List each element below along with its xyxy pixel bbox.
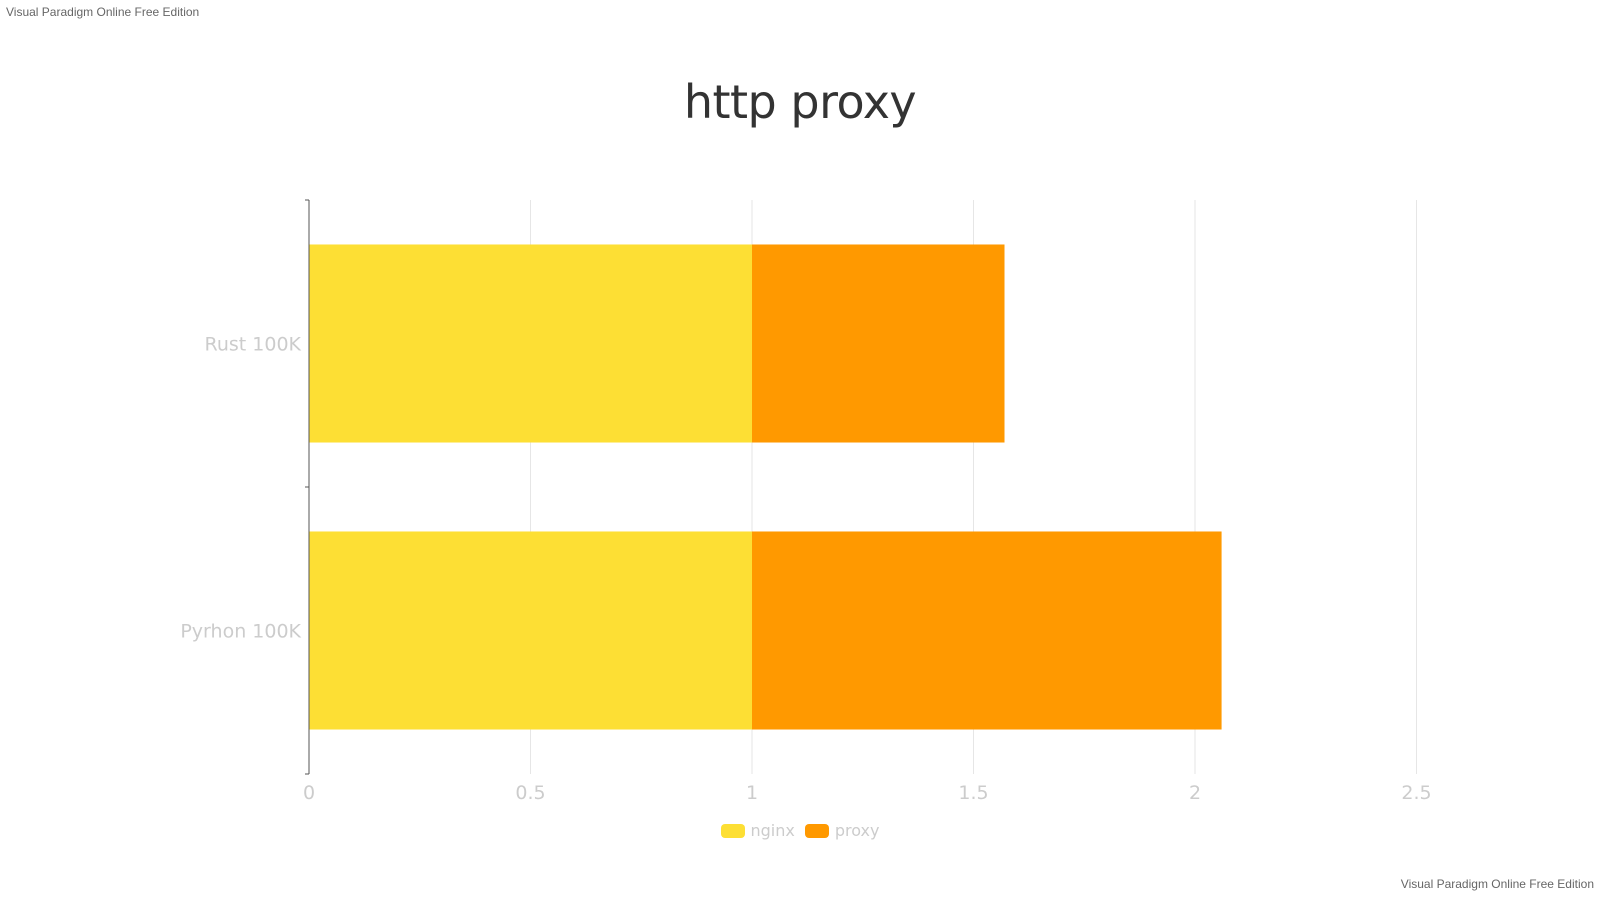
x-tick-label: 1 [746,782,758,804]
legend-swatch-nginx [720,823,745,838]
bar-proxy [752,531,1222,730]
x-tick-label: 0.5 [515,782,545,804]
legend-label-proxy: proxy [834,821,880,840]
legend-item-nginx[interactable]: nginx [720,821,795,840]
x-tick-label: 2.5 [1401,782,1431,804]
bar-nginx [309,244,752,443]
legend-swatch-proxy [804,823,829,838]
y-category-label: Pyrhon 100K [180,621,301,643]
x-tick-label: 2 [1189,782,1201,804]
bar-nginx [309,531,752,730]
y-category-label: Rust 100K [204,334,301,356]
legend-item-proxy[interactable]: proxy [804,821,880,840]
chart-legend: nginx proxy [0,821,1600,840]
x-tick-label: 1.5 [958,782,988,804]
watermark-bottom: Visual Paradigm Online Free Edition [1400,877,1594,891]
bar-proxy [752,244,1005,443]
legend-label-nginx: nginx [750,821,795,840]
watermark-top: Visual Paradigm Online Free Edition [6,5,200,19]
chart-title: http proxy [683,75,917,129]
x-tick-label: 0 [303,782,315,804]
